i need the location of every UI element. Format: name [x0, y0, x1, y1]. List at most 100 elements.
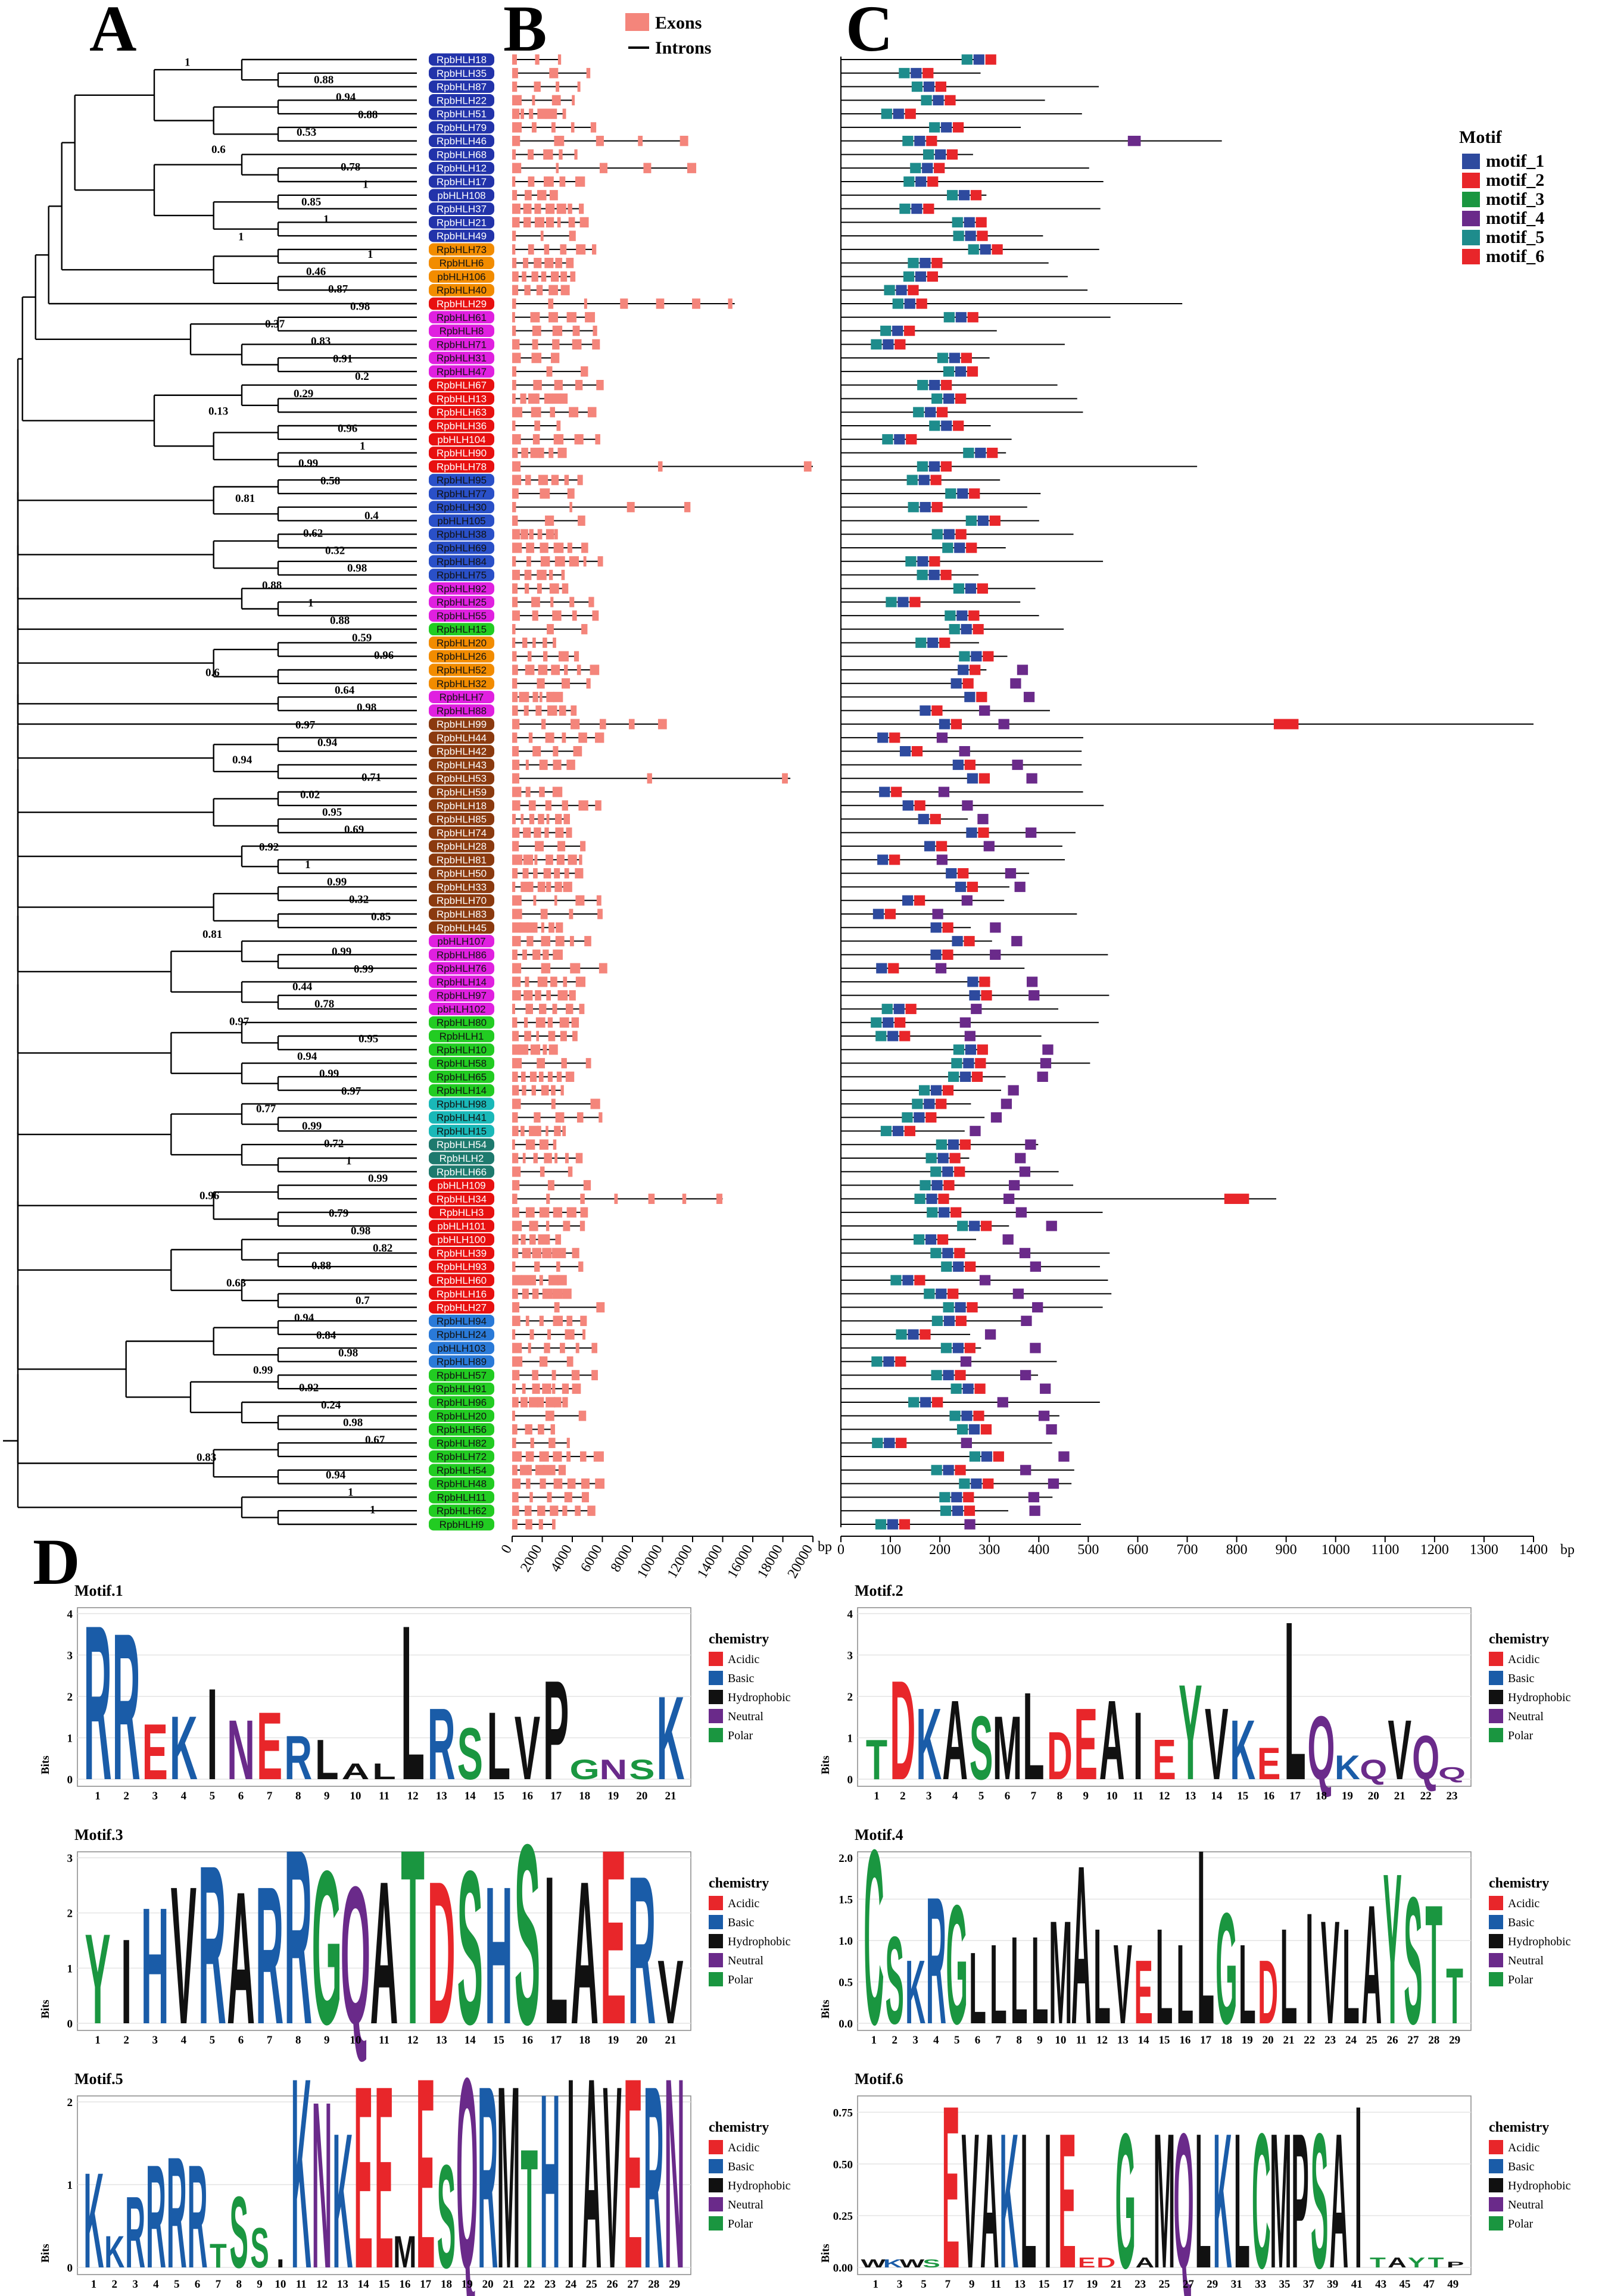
motif-block	[899, 1031, 911, 1041]
exon-block	[556, 854, 565, 865]
leaf-label: pbHLH105	[437, 515, 485, 526]
leaf-label: RpbHLH14	[437, 977, 487, 988]
bootstrap-value: 0.99	[253, 1364, 273, 1377]
exon-block	[512, 1492, 519, 1503]
exon-block	[512, 176, 516, 187]
axis-tick-label: 14000	[694, 1542, 726, 1581]
exon-block	[553, 949, 563, 960]
leaf-label-badge	[429, 799, 494, 812]
bootstrap-value: 0.96	[200, 1190, 219, 1202]
axis-tick-label: 100	[880, 1542, 901, 1558]
leaf-label: RpbHLH3	[440, 1207, 484, 1218]
exon-block	[512, 1370, 520, 1381]
exon-block	[536, 1031, 540, 1041]
motif-block	[915, 271, 927, 282]
logo-letter: E	[1257, 1739, 1281, 1789]
logo-letter: K	[916, 1687, 942, 1801]
axis-tick-label: 6000	[578, 1542, 606, 1575]
exon-block	[657, 461, 663, 472]
exon-block	[585, 1057, 591, 1069]
exon-block	[512, 393, 516, 404]
leaf-label-badge	[429, 595, 494, 609]
exon-block	[543, 176, 554, 187]
bootstrap-value: 0.79	[329, 1208, 348, 1220]
chemistry-legend-label: Neutral	[1508, 1954, 1544, 1967]
exon-block	[562, 1505, 568, 1516]
exon-block	[553, 637, 556, 648]
logo-x-tick: 12	[316, 2278, 328, 2291]
exon-block	[562, 1289, 572, 1299]
motif-block	[952, 1343, 964, 1353]
motif-legend-title: Motif	[1459, 127, 1503, 147]
motif-block	[1008, 1180, 1020, 1191]
exon-block	[550, 1424, 555, 1435]
axis-unit-label: bp	[1560, 1542, 1575, 1558]
exon-block	[578, 515, 585, 526]
exon-block	[525, 1424, 532, 1435]
exon-block	[628, 719, 635, 729]
logo-x-tick: 8	[295, 2034, 301, 2047]
logo-x-tick: 25	[1159, 2278, 1170, 2291]
exon-block	[524, 569, 532, 581]
motif-axis: 0 100 200 300 400 500 600 700 800 900 1000 1100 1200…	[837, 1536, 1575, 1558]
logo-letter: A	[370, 1840, 398, 2067]
logo-letter: K	[83, 2145, 104, 2296]
logo-x-tick: 29	[1449, 2034, 1460, 2047]
exon-block	[512, 163, 522, 173]
logo-x-tick: 27	[627, 2278, 639, 2291]
exon-block	[547, 705, 557, 716]
leaf-label: RpbHLH35	[437, 68, 487, 79]
logo-y-tick: 0.0	[839, 2018, 853, 2030]
leaf-label: pbHLH107	[437, 936, 485, 947]
motif-block	[973, 54, 984, 65]
exon-block	[579, 1451, 587, 1462]
leaf-label: RpbHLH67	[437, 380, 487, 391]
exon-block	[656, 298, 665, 309]
exon-block	[519, 1465, 529, 1475]
exon-block	[525, 1519, 532, 1530]
motif-block	[948, 1071, 959, 1082]
logo-y-tick: 1.0	[839, 1935, 853, 1948]
motif-block	[912, 1099, 923, 1109]
motif-block	[957, 1221, 968, 1231]
motif-block	[917, 380, 928, 391]
leaf-label: RpbHLH99	[437, 719, 487, 730]
logo-letter: L	[544, 1833, 568, 2069]
logo-y-label: Bits	[819, 1999, 832, 2019]
exon-block	[512, 475, 522, 485]
exon-block	[512, 1315, 521, 1326]
logo-x-tick: 2	[892, 2034, 897, 2047]
exon-block	[532, 325, 541, 336]
logo-letter: A	[1361, 1870, 1382, 2060]
logo-y-tick: 0.5	[839, 1977, 853, 1989]
panel-label-c: C	[846, 0, 893, 65]
bootstrap-value: 0.96	[338, 423, 357, 435]
exon-block	[546, 217, 554, 227]
motif-block	[1026, 773, 1037, 784]
logo-x-tick: 24	[565, 2278, 577, 2291]
logo-x-tick: 19	[462, 2278, 473, 2291]
exon-block	[512, 54, 517, 65]
exon-block	[581, 542, 588, 553]
motif-block	[939, 719, 950, 729]
motif-block	[893, 1003, 905, 1015]
motif-block	[950, 1383, 962, 1394]
chemistry-legend-swatch	[709, 1896, 723, 1910]
bootstrap-value: 0.77	[256, 1103, 276, 1115]
exon-block	[599, 1112, 603, 1123]
leaf-label-badge	[429, 718, 494, 731]
leaf-label: RpbHLH83	[437, 909, 487, 920]
leaf-label: pbHLH106	[437, 271, 485, 282]
exon-block	[569, 935, 574, 947]
exon-block	[680, 136, 688, 146]
motif-block	[955, 1370, 966, 1381]
motif-block	[980, 244, 991, 255]
leaf-label-badge	[429, 1247, 494, 1259]
exon-block	[512, 895, 522, 906]
motif-block	[1040, 1383, 1051, 1394]
logo-x-tick: 14	[465, 2034, 476, 2047]
bootstrap-value: 0.32	[349, 893, 369, 906]
leaf-label-badge	[429, 460, 494, 473]
leaf-label-badge	[429, 283, 494, 297]
